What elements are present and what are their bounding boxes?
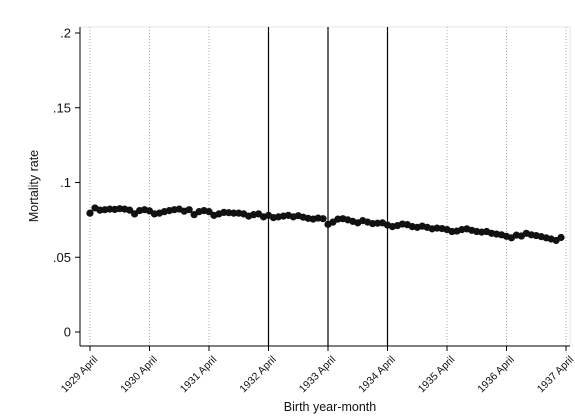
data-point [205,208,213,216]
data-points [86,204,565,245]
data-point [319,215,327,223]
data-point [126,206,134,214]
y-tick-label: 0 [64,325,71,340]
data-point [557,233,565,242]
data-point [86,209,94,217]
y-tick-label: .2 [60,26,71,41]
axes [79,27,570,347]
reference-lines [267,27,389,346]
y-tick-label: .05 [53,250,71,265]
plot-area-border [79,26,571,347]
y-tick-label: .15 [53,100,71,115]
gridlines [89,27,567,346]
y-axis-title: Mortality rate [27,150,41,222]
y-ticks: 0 .05 .1 .15 .2 [53,26,80,340]
x-axis-title: Birth year-month [284,400,376,414]
data-point [185,206,193,214]
y-tick-label: .1 [60,175,71,190]
data-point [230,209,238,217]
